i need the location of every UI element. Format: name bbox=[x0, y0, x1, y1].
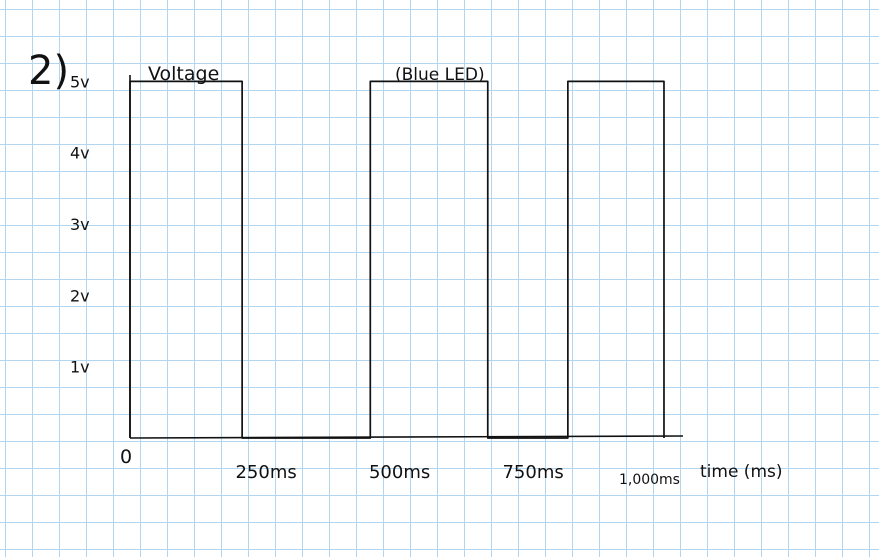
x-tick-label: 500ms bbox=[369, 462, 430, 483]
chart-title: (Blue LED) bbox=[395, 65, 485, 85]
y-tick-label: 4v bbox=[70, 144, 90, 163]
x-tick-label: 750ms bbox=[502, 462, 563, 483]
problem-number: 2) bbox=[28, 48, 69, 94]
series bbox=[129, 80, 665, 439]
tick-labels: 1v 2v 3v 4v 5v 250ms 500ms 750ms 1,000ms bbox=[70, 72, 680, 488]
square-wave-line bbox=[129, 80, 665, 439]
axes bbox=[129, 75, 684, 439]
y-tick-label: 5v bbox=[70, 72, 90, 91]
x-axis-line bbox=[129, 435, 684, 439]
x-tick-label: 250ms bbox=[235, 462, 296, 483]
y-axis-label: Voltage bbox=[148, 63, 219, 85]
y-tick-label: 2v bbox=[70, 286, 90, 305]
y-tick-label: 3v bbox=[70, 215, 90, 234]
x-axis-label: time (ms) bbox=[700, 462, 783, 482]
origin-label: 0 bbox=[120, 446, 132, 468]
x-tick-label: 1,000ms bbox=[619, 472, 680, 488]
y-tick-label: 1v bbox=[70, 358, 90, 377]
